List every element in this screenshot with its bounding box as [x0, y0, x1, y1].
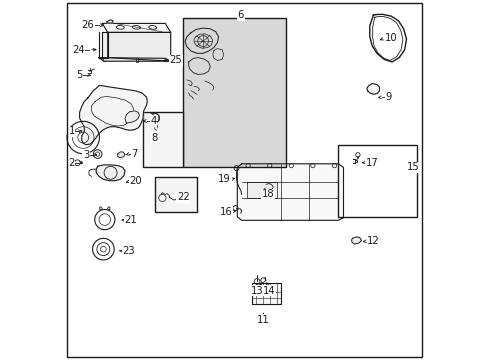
- Polygon shape: [107, 20, 113, 23]
- Text: 20: 20: [129, 176, 142, 186]
- Text: 26: 26: [81, 20, 94, 30]
- Polygon shape: [118, 152, 125, 158]
- Text: 22: 22: [177, 192, 189, 202]
- Polygon shape: [247, 182, 276, 198]
- Text: 7: 7: [131, 149, 138, 159]
- Text: 18: 18: [261, 189, 274, 199]
- Polygon shape: [351, 237, 361, 244]
- Text: 25: 25: [169, 55, 182, 66]
- Polygon shape: [99, 58, 170, 61]
- Text: 12: 12: [366, 236, 379, 246]
- Polygon shape: [237, 164, 343, 220]
- Polygon shape: [366, 84, 379, 94]
- Text: 16: 16: [220, 207, 232, 217]
- Bar: [155, 177, 196, 212]
- Text: 11: 11: [256, 315, 269, 325]
- Text: 2: 2: [68, 158, 75, 168]
- Text: 13: 13: [250, 286, 263, 296]
- Text: 24: 24: [72, 45, 84, 55]
- Text: 10: 10: [384, 33, 397, 43]
- Text: 4: 4: [150, 116, 157, 126]
- Text: 3: 3: [83, 150, 89, 160]
- Text: 8: 8: [151, 132, 157, 143]
- Bar: [337, 145, 416, 217]
- Polygon shape: [102, 32, 107, 58]
- Polygon shape: [96, 165, 125, 181]
- Bar: [142, 112, 183, 167]
- Text: 15: 15: [407, 162, 419, 172]
- Text: 1: 1: [68, 126, 75, 136]
- Polygon shape: [80, 86, 147, 145]
- Bar: [251, 283, 281, 304]
- Text: 19: 19: [218, 174, 231, 184]
- Bar: [183, 18, 285, 167]
- Text: 6: 6: [237, 10, 244, 20]
- Polygon shape: [102, 23, 170, 32]
- Text: 5: 5: [76, 70, 82, 80]
- Text: 17: 17: [365, 158, 378, 168]
- Text: 14: 14: [262, 286, 275, 296]
- Text: 21: 21: [124, 215, 137, 225]
- Polygon shape: [125, 111, 139, 123]
- Text: 9: 9: [385, 92, 391, 102]
- Text: 23: 23: [122, 246, 135, 256]
- Polygon shape: [107, 32, 170, 61]
